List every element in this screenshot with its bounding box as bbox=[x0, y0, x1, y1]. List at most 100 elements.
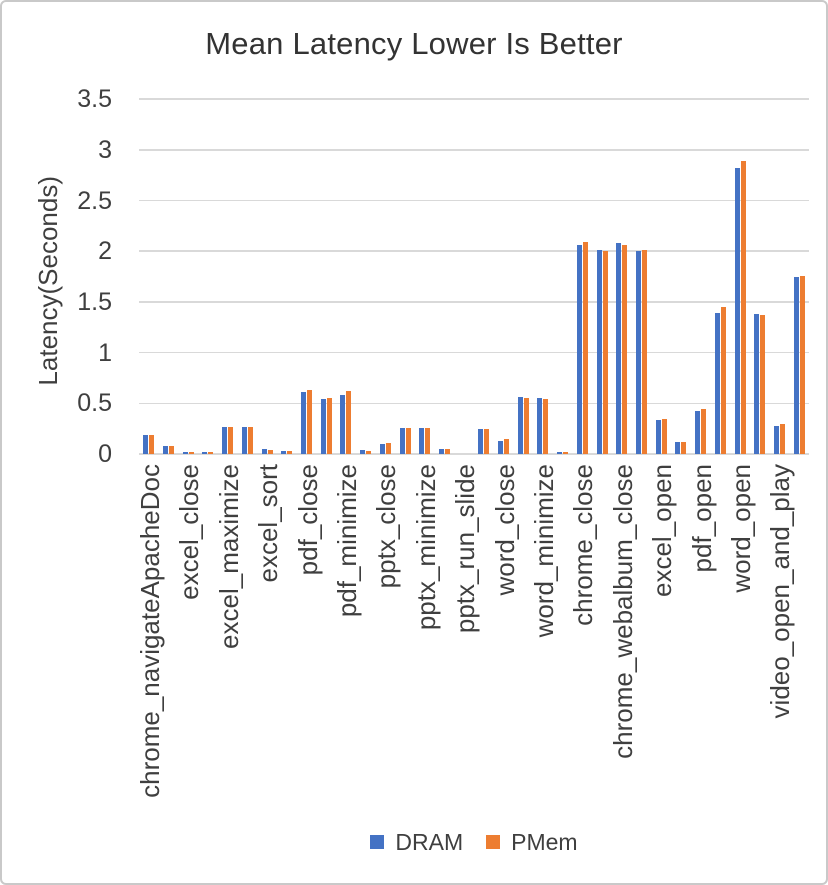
gridline bbox=[139, 351, 809, 354]
y-tick-label: 1.5 bbox=[77, 287, 112, 316]
bar-pmem-chrome_close bbox=[582, 242, 588, 454]
bar-pmem-cat12 bbox=[366, 450, 372, 454]
bar-pmem-cat6 bbox=[247, 426, 253, 454]
bar-pmem-excel_close bbox=[188, 451, 194, 454]
bar-pmem-video_open_and_play bbox=[779, 423, 785, 454]
x-category-label: pptx_run_slide bbox=[450, 464, 481, 634]
y-tick-label: 0.5 bbox=[77, 389, 112, 418]
bar-pmem-excel_open bbox=[661, 418, 667, 454]
x-category-label: word_close bbox=[489, 464, 520, 596]
legend: DRAM PMem bbox=[139, 826, 809, 858]
bar-dram-cat18 bbox=[478, 428, 484, 454]
bar-dram-cat4 bbox=[202, 451, 208, 454]
bar-dram-cat16 bbox=[438, 448, 444, 454]
x-category-label: pptx_close bbox=[371, 464, 402, 589]
gridline bbox=[139, 98, 809, 100]
x-category-label: pdf_close bbox=[292, 464, 323, 576]
bar-dram-pptx_close bbox=[379, 443, 385, 454]
bar-pmem-pptx_minimize bbox=[425, 427, 431, 454]
bar-pmem-cat8 bbox=[287, 450, 293, 454]
bar-pmem-cat10 bbox=[326, 398, 332, 454]
bar-dram-cat20 bbox=[517, 397, 523, 454]
bar-dram-cat10 bbox=[320, 399, 326, 454]
bar-pmem-pdf_close bbox=[307, 390, 312, 454]
bar-dram-excel_close bbox=[182, 451, 188, 454]
y-tick-label: 2.5 bbox=[77, 186, 112, 215]
gridline bbox=[139, 149, 809, 151]
bar-pmem-word_close bbox=[504, 438, 510, 454]
bar-dram-pdf_close bbox=[301, 392, 306, 454]
bar-pmem-cat2 bbox=[169, 445, 175, 454]
x-category-label: video_open_and_play bbox=[765, 464, 796, 719]
x-category-label: excel_sort bbox=[253, 464, 284, 583]
bar-pmem-cat28 bbox=[681, 441, 687, 454]
gridline bbox=[139, 250, 809, 252]
bar-pmem-chrome_navigateApacheDoc bbox=[149, 434, 155, 454]
bar-pmem-word_minimize bbox=[543, 399, 549, 454]
legend-item-pmem: PMem bbox=[486, 828, 578, 856]
bar-dram-word_minimize bbox=[537, 398, 543, 454]
bar-dram-word_open bbox=[734, 168, 740, 454]
x-category-label: chrome_close bbox=[568, 464, 599, 626]
bar-dram-cat8 bbox=[281, 450, 287, 454]
bar-dram-chrome_webalbum_close bbox=[616, 243, 622, 454]
legend-label: DRAM bbox=[395, 828, 464, 855]
x-category-label: word_open bbox=[726, 464, 757, 593]
x-category-label: pdf_open bbox=[686, 464, 717, 573]
bar-pmem-cat16 bbox=[444, 448, 450, 454]
x-category-label: pdf_minimize bbox=[331, 464, 362, 618]
x-category-label: word_minimize bbox=[528, 464, 559, 638]
bar-pmem-cat32 bbox=[760, 315, 766, 454]
bar-dram-cat26 bbox=[636, 251, 641, 454]
bar-dram-cat30 bbox=[714, 313, 720, 454]
x-category-label: chrome_navigateApacheDoc bbox=[134, 464, 165, 798]
bar-pmem-word_open bbox=[740, 160, 746, 454]
y-tick-label: 0 bbox=[98, 440, 112, 468]
x-axis-line bbox=[139, 453, 809, 455]
bar-dram-chrome_navigateApacheDoc bbox=[143, 434, 149, 454]
y-tick-label: 2 bbox=[98, 237, 112, 266]
legend-swatch-pmem bbox=[486, 835, 501, 849]
bar-dram-cat24 bbox=[596, 250, 602, 454]
x-category-label: pptx_minimize bbox=[410, 464, 441, 631]
bar-dram-excel_sort bbox=[261, 448, 267, 454]
gridline bbox=[139, 402, 809, 405]
legend-label: PMem bbox=[511, 828, 578, 855]
bar-dram-pptx_minimize bbox=[419, 427, 425, 454]
bar-dram-cat12 bbox=[360, 449, 366, 454]
x-category-label: chrome_webalbum_close bbox=[607, 464, 638, 759]
bar-pmem-cat30 bbox=[720, 306, 726, 454]
bar-pmem-pdf_open bbox=[701, 409, 707, 454]
bar-dram-cat22 bbox=[557, 451, 563, 454]
bar-pmem-cat22 bbox=[563, 451, 569, 454]
bar-dram-pdf_open bbox=[695, 411, 701, 454]
bar-pmem-cat20 bbox=[523, 398, 529, 454]
bar-dram-word_close bbox=[498, 440, 504, 454]
bar-pmem-cat34 bbox=[799, 275, 805, 454]
y-tick-label: 3 bbox=[98, 135, 112, 164]
y-tick-label: 3.5 bbox=[77, 85, 112, 114]
bar-dram-cat6 bbox=[241, 426, 247, 454]
gridline bbox=[139, 301, 809, 303]
bar-pmem-excel_sort bbox=[267, 449, 273, 454]
bar-pmem-cat26 bbox=[642, 250, 647, 454]
bar-dram-excel_open bbox=[655, 419, 661, 454]
bar-pmem-cat14 bbox=[405, 427, 411, 454]
bar-dram-cat28 bbox=[675, 441, 681, 454]
y-tick-label: 1 bbox=[98, 338, 112, 367]
legend-swatch-dram bbox=[370, 835, 385, 849]
bar-pmem-cat24 bbox=[602, 251, 608, 454]
bar-pmem-pptx_close bbox=[385, 442, 391, 454]
bar-dram-cat2 bbox=[163, 445, 169, 454]
bar-pmem-cat4 bbox=[208, 451, 214, 454]
bar-pmem-cat18 bbox=[484, 428, 490, 454]
bar-dram-pdf_minimize bbox=[340, 395, 346, 454]
bar-pmem-chrome_webalbum_close bbox=[622, 245, 628, 454]
chart-title: Mean Latency Lower Is Better bbox=[205, 26, 623, 61]
bar-dram-excel_maximize bbox=[222, 426, 228, 454]
legend-item-dram: DRAM bbox=[370, 829, 463, 856]
bar-dram-cat34 bbox=[793, 276, 799, 454]
x-category-label: excel_close bbox=[174, 464, 205, 600]
bar-dram-video_open_and_play bbox=[773, 425, 779, 454]
